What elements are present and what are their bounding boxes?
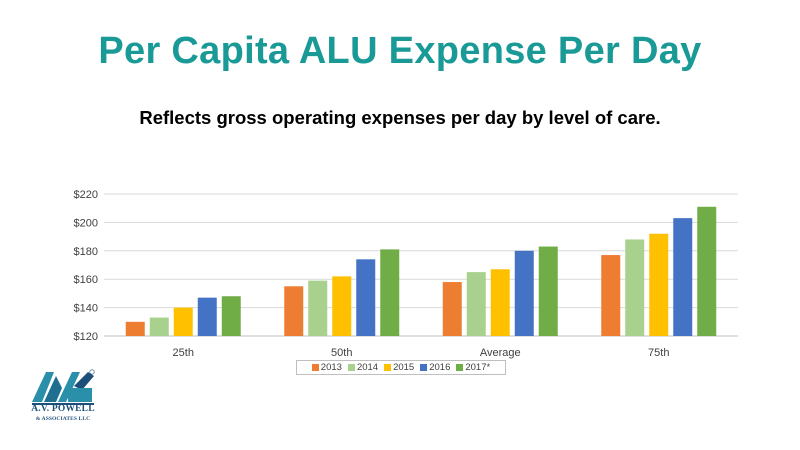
x-category-label: 50th (331, 347, 352, 359)
bar-2016-50th (356, 259, 376, 336)
av-powell-logo (30, 369, 96, 405)
legend-swatch (311, 364, 319, 371)
y-tick-label: $200 (74, 217, 98, 229)
bar-2015-75th (649, 233, 669, 336)
bar-2014-average (466, 272, 486, 336)
bar-2016-25th (197, 297, 217, 336)
bar-2013-25th (125, 321, 145, 336)
y-tick-label: $120 (74, 331, 98, 343)
y-tick-label: $220 (74, 189, 98, 201)
legend-label: 2014 (356, 362, 379, 373)
bar-2016-75th (673, 218, 693, 336)
bar-2016-average (514, 250, 534, 336)
logo-name: A.V. POWELL (31, 404, 95, 414)
legend-label: 2015 (393, 362, 415, 373)
legend-swatch (384, 364, 392, 371)
x-category-label: 25th (173, 347, 194, 359)
page-subtitle: Reflects gross operating expenses per da… (139, 107, 661, 128)
bar-2015-25th (173, 307, 193, 336)
bar-2014-25th (149, 317, 169, 336)
y-tick-label: $140 (74, 303, 98, 315)
bar-2013-average (442, 282, 462, 336)
x-category-label: Average (480, 347, 521, 359)
legend-label: 2017* (465, 362, 491, 373)
bar-2013-50th (284, 286, 304, 336)
legend-label: 2016 (429, 362, 451, 373)
bar-2014-50th (308, 280, 328, 336)
x-category-label: 75th (648, 347, 669, 359)
legend-item: 2014 (347, 362, 379, 373)
legend-item: 2016 (420, 362, 450, 373)
y-tick-label: $160 (74, 274, 98, 286)
bar-2015-50th (332, 276, 352, 336)
legend-swatch (347, 364, 355, 371)
bar-2013-75th (601, 255, 621, 336)
page-title: Per Capita ALU Expense Per Day (98, 30, 702, 72)
logo-subname: & ASSOCIATES LLC (35, 416, 91, 422)
bar-2015-average (490, 269, 510, 336)
legend-swatch (420, 364, 428, 371)
legend-swatch (456, 364, 464, 371)
y-tick-label: $180 (74, 246, 98, 258)
bar-2017-50th (380, 249, 400, 336)
bar-2017-75th (697, 206, 717, 336)
bar-2017-average (538, 246, 558, 336)
chart-legend: 2013 2014 2015 2016 2017* (296, 360, 506, 375)
bar-2014-75th (625, 239, 645, 336)
bar-2017-25th (221, 296, 241, 336)
legend-label: 2013 (320, 362, 342, 373)
legend-item: 2015 (384, 362, 414, 373)
legend-item: 2013 (311, 362, 342, 373)
legend-item: 2017* (456, 362, 490, 373)
